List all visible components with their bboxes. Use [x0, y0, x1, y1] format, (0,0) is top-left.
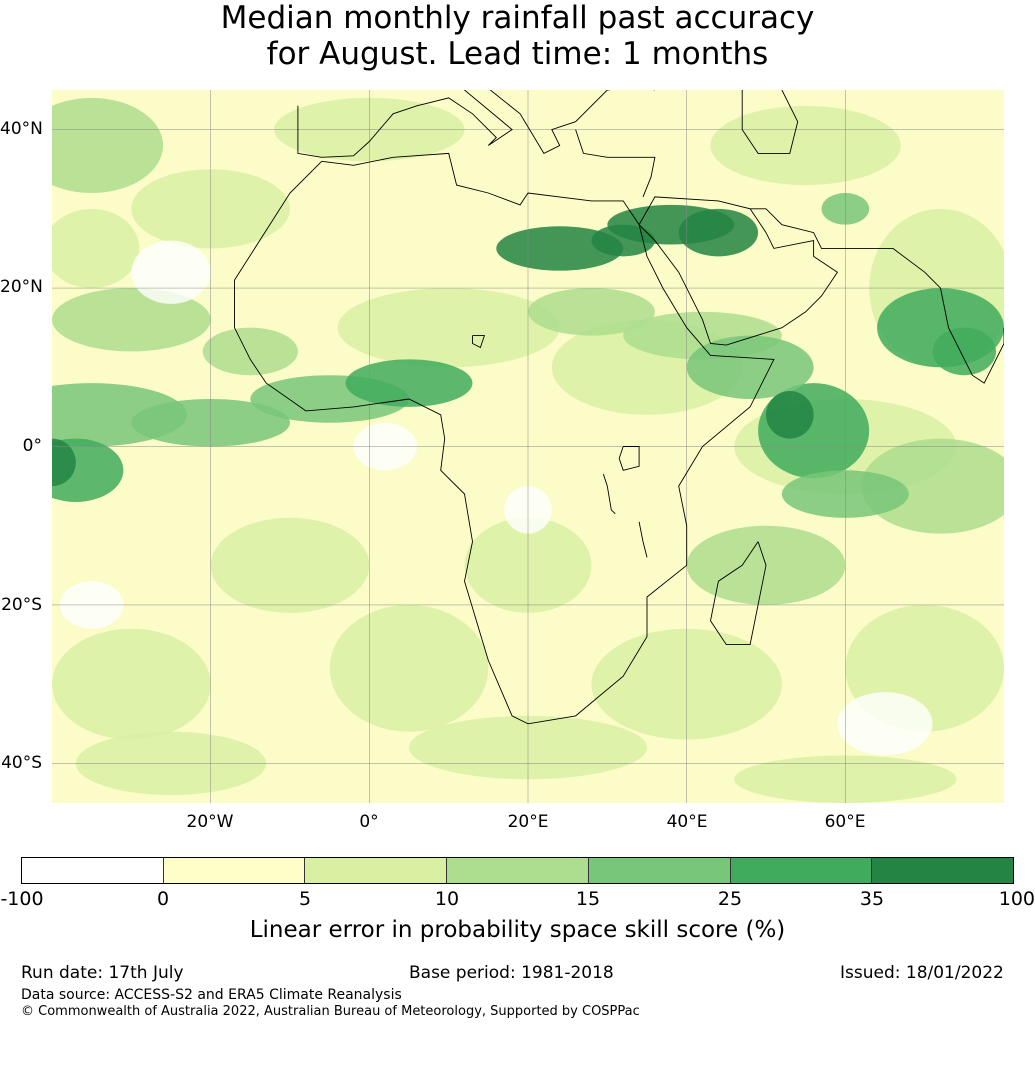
- coastlines: [234, 90, 1004, 725]
- data-source: Data source: ACCESS-S2 and ERA5 Climate …: [21, 987, 402, 1003]
- skill-region: [861, 438, 1004, 534]
- colorbar-tick: 15: [575, 888, 601, 910]
- skill-region: [932, 327, 997, 376]
- skill-region: [710, 105, 901, 186]
- colorbar-tick: 10: [434, 888, 460, 910]
- coastline: [234, 152, 775, 725]
- skill-region: [345, 359, 473, 407]
- skill-region: [528, 288, 655, 336]
- lon-label-20e: 20°E: [507, 812, 549, 832]
- skill-region: [329, 604, 489, 732]
- skill-region: [678, 208, 759, 257]
- skill-region: [337, 288, 560, 368]
- colorbar-tick: 25: [717, 888, 743, 910]
- colorbar-segment: [305, 858, 448, 883]
- skill-region: [52, 438, 76, 487]
- colorbar-segment: [447, 858, 589, 883]
- coastline: [741, 90, 799, 154]
- colorbar-tick: 35: [859, 888, 885, 910]
- base-period: Base period: 1981-2018: [409, 963, 614, 983]
- skill-region: [52, 628, 211, 740]
- coastline: [602, 474, 616, 515]
- chart-title-line2: for August. Lead time: 1 months: [266, 36, 769, 72]
- map-gridlines: [52, 90, 1004, 803]
- lon-label-0: 0°: [359, 812, 379, 832]
- skill-region: [52, 438, 124, 502]
- coastline: [750, 208, 893, 249]
- lon-label-20w: 20°W: [186, 812, 234, 832]
- colorbar-tick: 0: [156, 888, 170, 910]
- coastline: [618, 446, 640, 471]
- run-date: Run date: 17th July: [21, 963, 184, 983]
- skill-region: [591, 224, 655, 257]
- low-skill-region: [837, 692, 933, 756]
- colorbar: [21, 857, 1014, 884]
- colorbar-label: Linear error in probability space skill …: [249, 917, 786, 943]
- lat-label-eq: 0°: [22, 436, 42, 456]
- low-skill-region: [131, 240, 211, 304]
- colorbar-segment: [163, 858, 306, 883]
- lat-label-40n: 40°N: [0, 119, 43, 139]
- colorbar-tick: 100: [998, 888, 1035, 910]
- coastline: [575, 129, 656, 198]
- lat-label-20n: 20°N: [0, 277, 43, 297]
- lon-label-40e: 40°E: [666, 812, 708, 832]
- colorbar-segment: [872, 858, 1014, 883]
- colorbar-segment: [22, 858, 164, 883]
- chart-title-line1: Median monthly rainfall past accuracy: [220, 0, 815, 36]
- colorbar-tick: -100: [0, 888, 44, 910]
- copyright: © Commonwealth of Australia 2022, Austra…: [21, 1004, 640, 1019]
- coastline: [638, 196, 839, 346]
- skill-region: [766, 391, 814, 439]
- coastline: [297, 90, 655, 158]
- skill-region: [52, 288, 211, 352]
- lat-label-20s: 20°S: [1, 595, 42, 615]
- coastline: [710, 541, 767, 646]
- colorbar-segment: [730, 858, 873, 883]
- issued-date: Issued: 18/01/2022: [840, 963, 1004, 983]
- colorbar-tick: 5: [298, 888, 312, 910]
- skill-region: [202, 327, 298, 376]
- lat-label-40s: 40°S: [1, 753, 42, 773]
- lon-label-60e: 60°E: [824, 812, 866, 832]
- skill-region: [686, 335, 814, 399]
- skill-region: [52, 208, 140, 289]
- coastline: [892, 248, 1004, 384]
- colorbar-segment: [588, 858, 731, 883]
- coastline: [638, 521, 648, 558]
- skill-region: [210, 517, 370, 613]
- skill-region: [52, 97, 164, 193]
- coastline: [472, 335, 486, 349]
